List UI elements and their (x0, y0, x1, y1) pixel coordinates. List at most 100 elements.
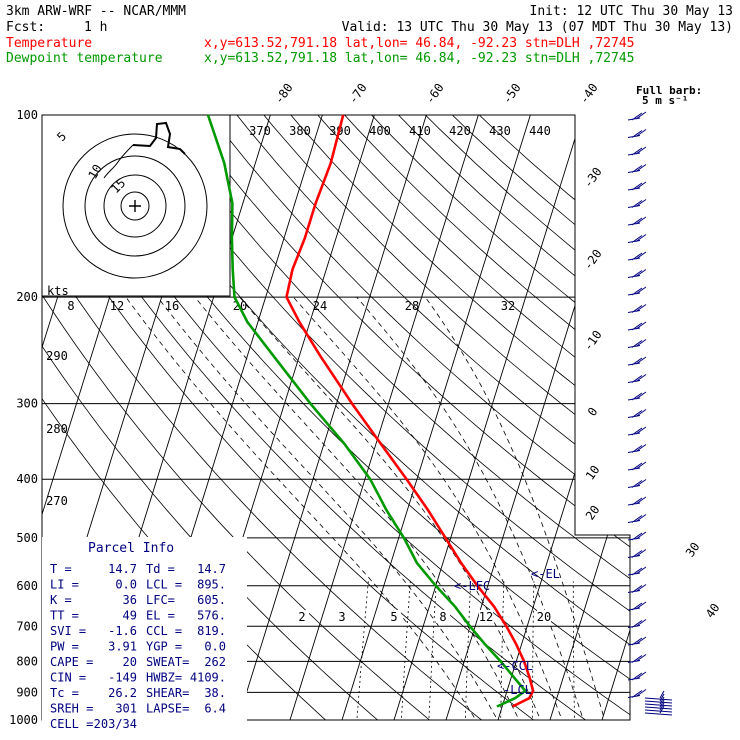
parcel-row-value-2: 819. (197, 624, 226, 638)
fcst-value: 1 h (84, 20, 107, 35)
parcel-info-title: Parcel Info (88, 541, 174, 556)
parcel-rows: T = 14.7 Td = 14.7 LI = 0.0 LCL = 895. K = 36 LFC=… (50, 562, 226, 731)
isotherm-label: -70 (346, 81, 370, 107)
wind-barb (627, 304, 647, 313)
mixing-ratio-label: 2 (298, 610, 305, 624)
parcel-row-value-1: 3.91 (108, 640, 137, 654)
parcel-row-value-2: 38. (204, 686, 226, 700)
mixing-ratio-line (427, 581, 437, 720)
wind-barb (627, 479, 647, 488)
parcel-row-value-1: 203/34 (94, 717, 137, 731)
hodograph-center (129, 200, 141, 212)
wind-barb (627, 496, 647, 506)
isotherm-line (702, 87, 740, 733)
parcel-info-box: Parcel Info T = 14.7 Td = 14.7 LI = 0.0 LCL = 8… (42, 537, 247, 731)
parcel-info-background (42, 537, 247, 721)
wind-note-line2: 5 m s⁻¹ (642, 94, 688, 107)
isotherm-line (233, 115, 436, 720)
speed-tick-label: 12 (110, 299, 124, 313)
isotherm-line (597, 115, 630, 720)
parcel-row-key-1: CIN = (50, 671, 86, 685)
mixing-ratio-label-bg (537, 610, 551, 623)
isotherm-line (545, 115, 630, 720)
dry-adiabat (42, 115, 604, 720)
moist-adiabat (293, 296, 568, 720)
mixing-ratio-label: 5 (390, 610, 397, 624)
wind-barb (627, 356, 647, 366)
parcel-row-value-2: 605. (197, 593, 226, 607)
parcel-row-key-2: LAPSE= (146, 702, 189, 716)
parcel-row-key-2: SWEAT= (146, 655, 189, 669)
mixing-ratio-label-bg (335, 610, 349, 623)
dry-adiabat (42, 115, 499, 720)
temperature-line (285, 114, 535, 708)
pressure-tick-label: 400 (16, 472, 38, 486)
wind-barb (627, 129, 647, 138)
moist-adiabat (157, 296, 505, 720)
parcel-row-value-2: 14.7 (197, 562, 226, 576)
wind-barb-low (644, 702, 673, 713)
ring-label-10: 10 (85, 162, 104, 182)
parcel-row-key-2: LFC= (146, 593, 175, 607)
isotherm-label: -40 (577, 81, 601, 107)
hodograph-tail (103, 144, 134, 179)
isotherm-label: 10 (583, 463, 603, 483)
parcel-row-value-1: 26.2 (108, 686, 137, 700)
isotherm-line (285, 115, 488, 720)
mixing-ratio-label: 20 (537, 610, 551, 624)
speed-tick-label: 8 (67, 299, 74, 313)
wind-barb (627, 601, 647, 611)
hodograph-ring-4 (62, 133, 208, 279)
wind-barb (627, 339, 647, 348)
parcel-row-value-1: -149 (108, 671, 137, 685)
dry-adiabat (136, 115, 630, 720)
moist-adiabat (356, 296, 588, 720)
parcel-row-key-1: TT = (50, 609, 79, 623)
temperature-legend: Temperature (6, 36, 92, 51)
wind-barb (627, 584, 647, 593)
dry-adiabat (188, 115, 630, 720)
wind-barbs (627, 111, 673, 716)
parcel-row-value-1: 20 (123, 655, 137, 669)
hodograph-ring-1 (120, 191, 150, 221)
parcel-row-value-1: 0.0 (115, 578, 137, 592)
wind-barb (627, 619, 647, 628)
ccl-label: <-CCL (497, 659, 533, 673)
hodograph-ring-2 (103, 174, 167, 238)
dry-adiabat (42, 115, 630, 720)
theta-labels-top: 370 380 390 400 410 420 430 440 (249, 124, 551, 138)
wind-barb (627, 461, 647, 471)
parcel-row-value-2: 576. (197, 609, 226, 623)
wind-barb (627, 321, 647, 331)
wind-barb-low (644, 705, 673, 716)
parcel-row-key-1: Tc = (50, 686, 79, 700)
isotherm-line (389, 115, 592, 720)
speed-tick-label: 32 (501, 299, 515, 313)
moist-adiabat (194, 296, 526, 720)
wind-barb (627, 251, 647, 261)
pressure-tick-label: 300 (16, 397, 38, 411)
parcel-row-value-2: 0.0 (204, 640, 226, 654)
pressure-tick-label: 1000 (9, 713, 38, 727)
wind-barb (627, 269, 647, 278)
dewpoint-location: x,y=613.52,791.18 lat,lon= 46.84, -92.23… (204, 51, 634, 66)
temperature-location: x,y=613.52,791.18 lat,lon= 46.84, -92.23… (204, 36, 634, 51)
isotherm-line (337, 115, 540, 720)
wind-barb (627, 146, 647, 156)
isotherm-label: -80 (272, 81, 296, 107)
mixing-ratio-line (355, 581, 369, 720)
moist-adiabat (424, 296, 609, 720)
wind-barb (627, 531, 647, 541)
speed-tick-label: 16 (165, 299, 179, 313)
parcel-row-value-1: 14.7 (108, 562, 137, 576)
dry-adiabat (240, 115, 630, 720)
valid-time: Valid: 13 UTC Thu 30 May 13 (07 MDT Thu … (342, 20, 733, 35)
parcel-row-key-1: CAPE = (50, 655, 93, 669)
parcel-row-key-2: SHEAR= (146, 686, 189, 700)
theta-label-top: 370 (249, 124, 271, 138)
theta-label-top: 380 (289, 124, 311, 138)
wind-barb (627, 286, 647, 296)
wind-barb (627, 654, 647, 663)
